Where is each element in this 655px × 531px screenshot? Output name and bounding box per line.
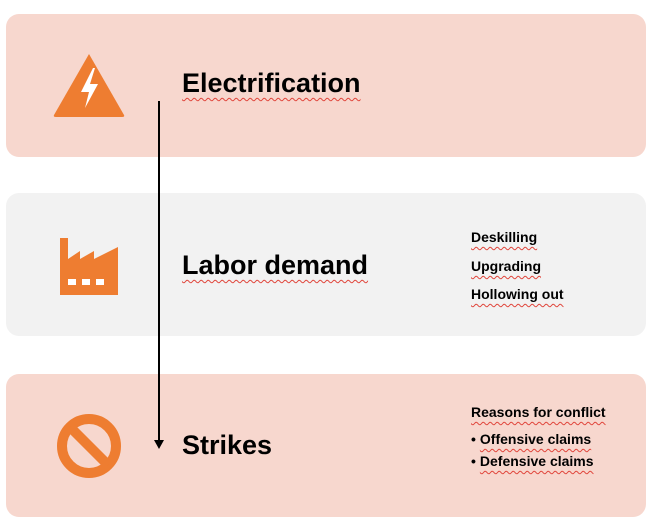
flow-arrow [0, 0, 655, 531]
